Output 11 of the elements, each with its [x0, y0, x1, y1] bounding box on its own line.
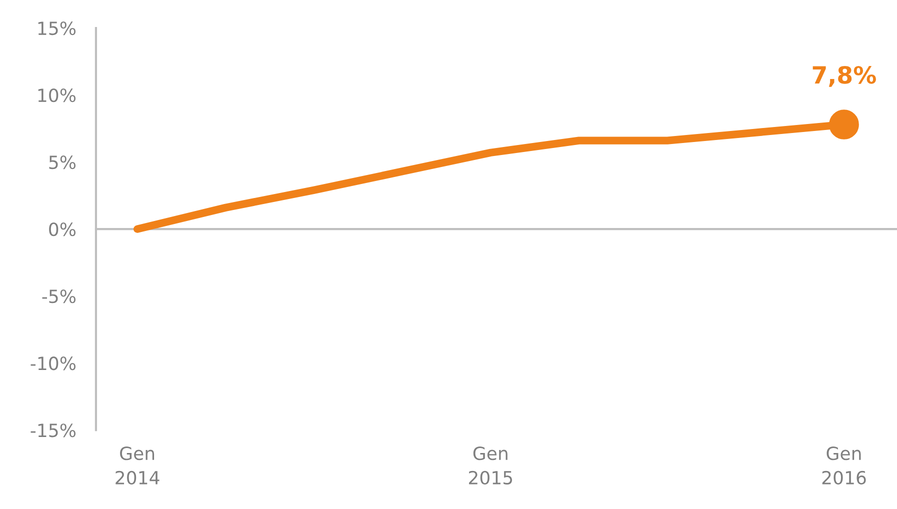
x-tick-label: Gen 2014	[116, 446, 160, 484]
y-tick-label: -10%	[30, 356, 76, 370]
x-tick-label: Gen 2016	[822, 446, 866, 484]
y-tick-label: -5%	[42, 290, 76, 304]
annotation: 7,8%	[812, 66, 876, 87]
y-tick-label: 10%	[38, 88, 76, 102]
y-tick-label: 0%	[49, 222, 76, 236]
y-tick-label: -15%	[30, 424, 76, 438]
y-tick-label: 5%	[49, 155, 76, 170]
x-tick-label: Gen 2015	[469, 446, 512, 484]
y-tick-label: 15%	[38, 21, 76, 36]
